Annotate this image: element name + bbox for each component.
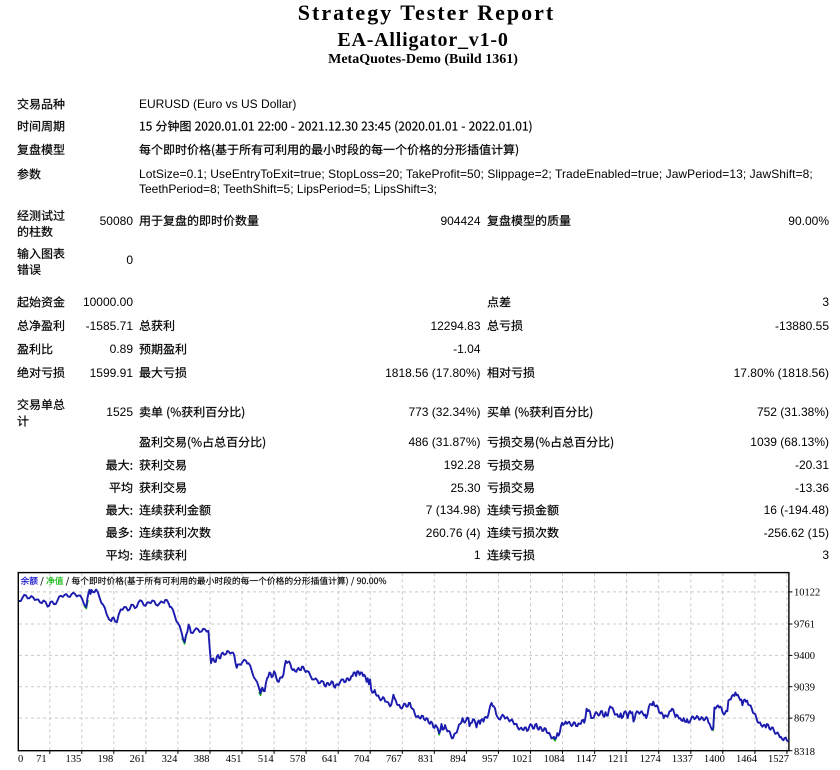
svg-text:9761: 9761 [794, 620, 815, 631]
svg-text:71: 71 [36, 754, 47, 765]
svg-text:1400: 1400 [704, 754, 725, 765]
svg-text:1211: 1211 [608, 754, 629, 765]
svg-text:10122: 10122 [794, 588, 820, 599]
svg-text:9400: 9400 [794, 651, 815, 662]
svg-text:578: 578 [290, 754, 306, 765]
svg-text:704: 704 [354, 754, 371, 765]
svg-text:261: 261 [130, 754, 146, 765]
svg-text:8679: 8679 [794, 714, 815, 725]
svg-text:767: 767 [386, 754, 402, 765]
svg-text:1337: 1337 [672, 754, 693, 765]
svg-text:451: 451 [226, 754, 242, 765]
svg-text:1084: 1084 [544, 754, 566, 765]
svg-text:1527: 1527 [768, 754, 789, 765]
svg-text:198: 198 [98, 754, 114, 765]
svg-text:514: 514 [258, 754, 275, 765]
svg-text:9039: 9039 [794, 682, 815, 693]
svg-text:324: 324 [162, 754, 179, 765]
svg-text:831: 831 [418, 754, 434, 765]
svg-text:1464: 1464 [736, 754, 758, 765]
svg-text:641: 641 [322, 754, 338, 765]
svg-text:0: 0 [18, 754, 23, 765]
svg-text:957: 957 [482, 754, 498, 765]
svg-text:135: 135 [66, 754, 82, 765]
svg-text:1147: 1147 [576, 754, 597, 765]
svg-text:8318: 8318 [794, 747, 815, 758]
svg-text:1274: 1274 [640, 754, 662, 765]
svg-text:1021: 1021 [512, 754, 533, 765]
svg-text:894: 894 [450, 754, 467, 765]
svg-text:388: 388 [194, 754, 210, 765]
